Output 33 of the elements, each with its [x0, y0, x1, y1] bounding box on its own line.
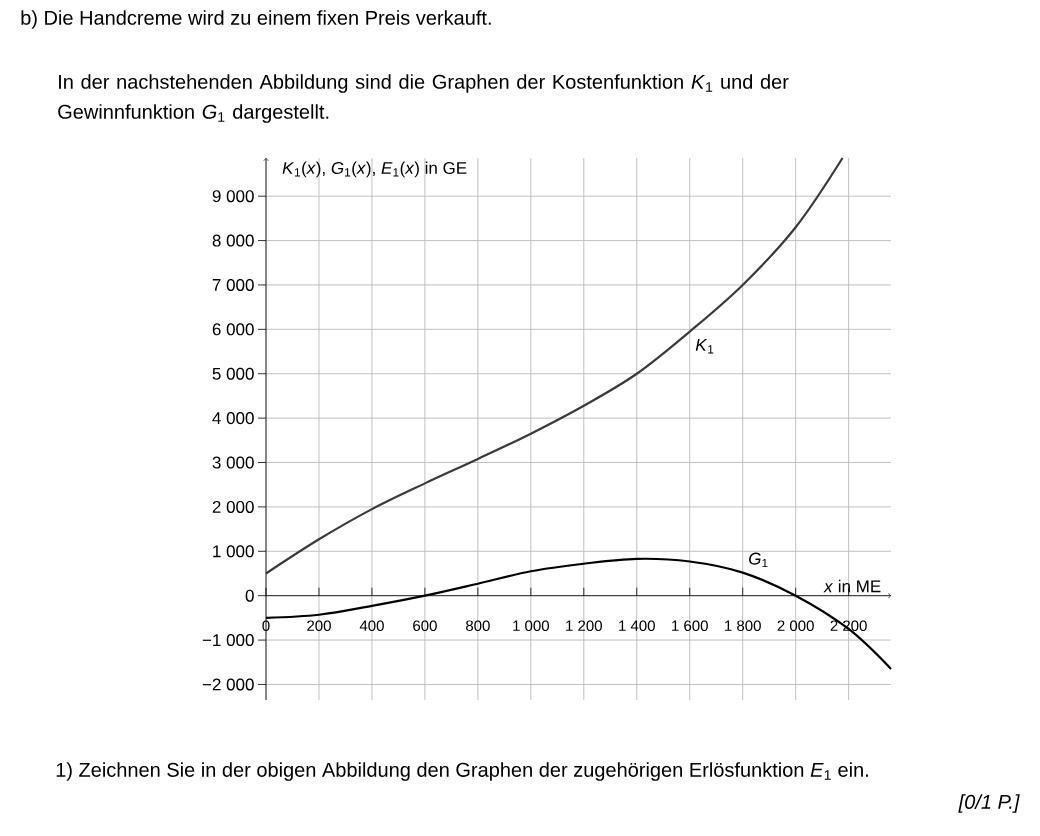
x-tick-label: 2 200	[830, 620, 867, 631]
x-tick-label: 800	[466, 620, 490, 631]
y-tick-label: 7 000	[212, 278, 254, 291]
text: In der nachstehenden Abbildung sind die Graphen der Kostenfunktion K$_{1}$ und der Gewinnfunktion G$_{1}$ dargestellt.	[58, 74, 789, 123]
y-tick-label: 9 000	[212, 190, 254, 203]
x-tick-label: 200	[307, 620, 331, 631]
y-tick-label: 1 000	[213, 545, 254, 558]
x-tick-label: 1 200	[566, 620, 602, 631]
x-tick-label: 600	[413, 620, 437, 631]
x-axis-title: x in ME	[823, 579, 881, 593]
y-tick-label: −1 000	[202, 634, 254, 647]
x-tick-label: 1 800	[725, 620, 761, 631]
y-tick-label: 2 000	[212, 500, 254, 513]
line-series	[264, 156, 844, 575]
series-label: G$_{1}$	[749, 552, 768, 568]
y-tick-label: 0	[245, 589, 254, 602]
x-tick-label: 1 400	[619, 620, 655, 631]
x-tick-label: 400	[359, 620, 384, 631]
text: 1) Zeichnen Sie in der obigen Abbildung den Graphen der zugehörigen Erlösfunktion E$_{1}$ ein.	[56, 762, 868, 781]
y-tick-label: 6 000	[212, 323, 254, 336]
y-tick-label: 8 000	[212, 234, 254, 247]
series-label: K$_{1}$	[695, 339, 714, 354]
chart-title: b) Die Handcreme wird zu einem fixen Preis verkauft.	[21, 10, 491, 29]
x-tick-label: 1 000	[513, 620, 549, 631]
y-tick-label: 5 000	[212, 367, 254, 380]
x-tick-label: 0	[262, 620, 270, 631]
x-tick-label: 2 000	[777, 620, 814, 631]
text: [0/1 P.]	[958, 794, 1020, 813]
text: K$_{1}$(x), G$_{1}$(x), E$_{1}$(x) in GE	[282, 161, 467, 178]
x-tick-label: 1 600	[672, 620, 708, 631]
y-tick-label: 4 000	[212, 412, 254, 425]
y-tick-label: −2 000	[202, 678, 254, 691]
y-tick-label: 3 000	[212, 456, 254, 469]
